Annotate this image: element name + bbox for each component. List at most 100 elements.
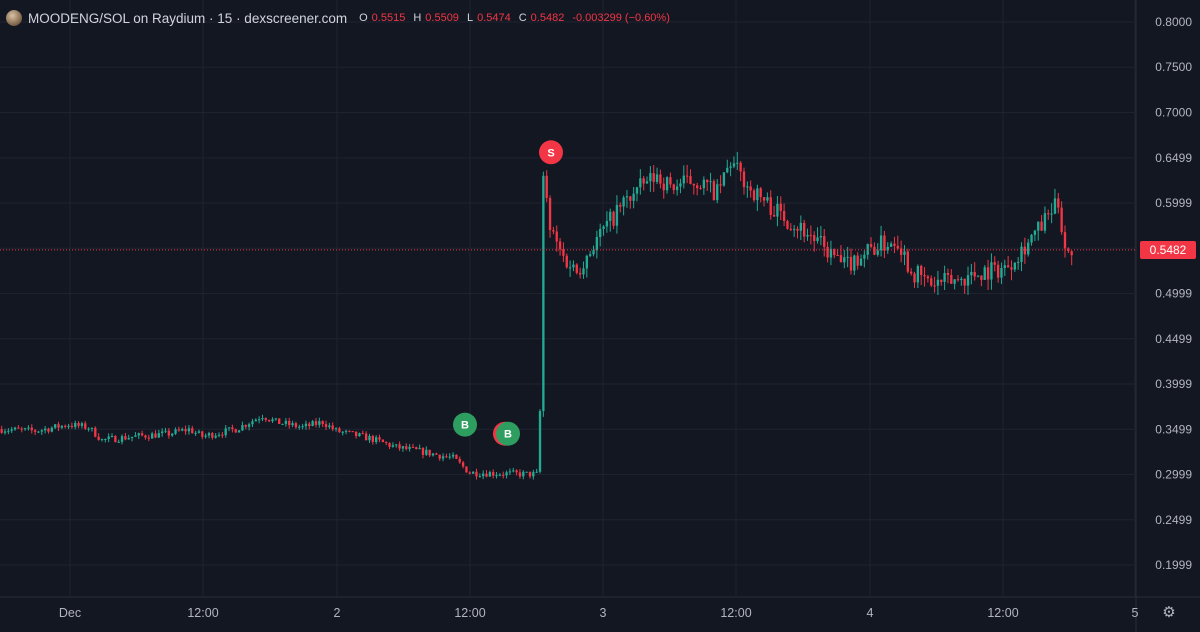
candle-body — [578, 272, 582, 275]
candle-body — [655, 174, 659, 182]
candle-body — [74, 422, 77, 428]
candle-body — [786, 221, 789, 229]
candle-body — [759, 188, 762, 198]
candle-body — [843, 257, 846, 263]
price-tick-label: 0.7500 — [1155, 60, 1192, 74]
candle-body — [853, 255, 856, 271]
candle-body — [562, 249, 565, 256]
candle-body — [829, 248, 833, 258]
candle-body — [659, 174, 662, 184]
candle-body — [54, 424, 57, 428]
candle-body — [187, 428, 191, 432]
high-value: 0.5509 — [425, 12, 459, 24]
candle-body — [846, 256, 849, 258]
marker-circle — [496, 421, 520, 446]
candle-body — [154, 433, 157, 438]
candle-body — [552, 230, 555, 232]
candle-body — [896, 245, 899, 249]
candle-body — [963, 278, 966, 286]
time-tick-label: 5 — [1132, 606, 1139, 620]
gear-icon[interactable]: ⚙ — [1162, 604, 1176, 621]
candle-body — [23, 428, 27, 430]
candle-body — [194, 432, 197, 434]
candle-body — [77, 422, 80, 426]
candle-body — [535, 471, 538, 473]
candle-body — [966, 275, 970, 286]
candle-body — [816, 237, 819, 241]
candle-body — [585, 255, 588, 269]
candle-body — [308, 423, 311, 427]
candle-body — [652, 173, 655, 182]
candle-body — [1003, 265, 1006, 269]
buy-marker: B — [493, 421, 520, 446]
candle-body — [441, 456, 445, 459]
candle-body — [1040, 221, 1043, 231]
price-tick-label: 0.2499 — [1155, 513, 1192, 527]
candle-body — [294, 423, 298, 428]
candle-body — [906, 251, 909, 272]
candle-body — [920, 265, 923, 276]
candle-body — [241, 425, 244, 431]
price-axis: 0.80000.75000.70000.64990.59990.54990.49… — [1155, 15, 1192, 572]
candle-body — [224, 428, 227, 436]
candle-body — [177, 429, 181, 431]
candle-body — [612, 211, 615, 226]
candle-body — [692, 183, 695, 186]
candle-body — [679, 183, 682, 187]
candle-body — [425, 449, 428, 455]
candle-body — [789, 228, 792, 230]
candle-body — [558, 241, 562, 250]
candle-body — [595, 237, 599, 251]
candle-body — [502, 474, 505, 476]
candle-body — [809, 235, 813, 237]
candle-body — [271, 419, 274, 422]
candle-body — [421, 447, 425, 455]
candle-body — [515, 470, 518, 473]
candle-body — [722, 172, 726, 186]
candle-body — [639, 178, 642, 188]
change-value: -0.003299 (−0.60%) — [572, 12, 670, 24]
candle-body — [13, 427, 17, 430]
candle-body — [1000, 268, 1003, 278]
candle-body — [492, 472, 495, 476]
candle-body — [565, 255, 568, 268]
candle-body — [458, 458, 461, 463]
price-tick-label: 0.1999 — [1155, 558, 1192, 572]
candle-body — [950, 274, 953, 284]
candle-body — [960, 278, 963, 281]
candle-body — [826, 246, 829, 258]
candle-body — [30, 427, 33, 431]
candle-body — [214, 435, 217, 438]
time-tick-label: 12:00 — [720, 606, 751, 620]
candle-body — [762, 197, 766, 201]
candle-body — [632, 193, 635, 201]
candle-body — [70, 425, 74, 428]
candle-body — [381, 439, 385, 443]
candle-body — [512, 470, 515, 472]
candle-body — [542, 175, 545, 412]
candle-body — [642, 178, 645, 184]
candle-body — [662, 183, 665, 191]
candle-body — [237, 430, 241, 433]
candle-body — [806, 235, 809, 237]
open-label: O — [359, 12, 368, 24]
candle-body — [344, 430, 348, 432]
price-tick-label: 0.7000 — [1155, 105, 1192, 119]
candle-body — [1070, 251, 1073, 256]
candle-body — [1063, 232, 1067, 249]
candle-body — [311, 421, 314, 427]
candle-body — [986, 267, 990, 280]
candle-body — [849, 256, 853, 271]
candle-body — [33, 430, 37, 432]
price-tick-label: 0.4999 — [1155, 287, 1192, 301]
candle-body — [856, 255, 859, 266]
candle-body — [518, 472, 522, 477]
candle-body — [43, 428, 47, 431]
candle-body — [301, 426, 304, 428]
candle-body — [60, 425, 64, 428]
candle-body — [605, 220, 609, 227]
token-logo — [6, 10, 22, 26]
